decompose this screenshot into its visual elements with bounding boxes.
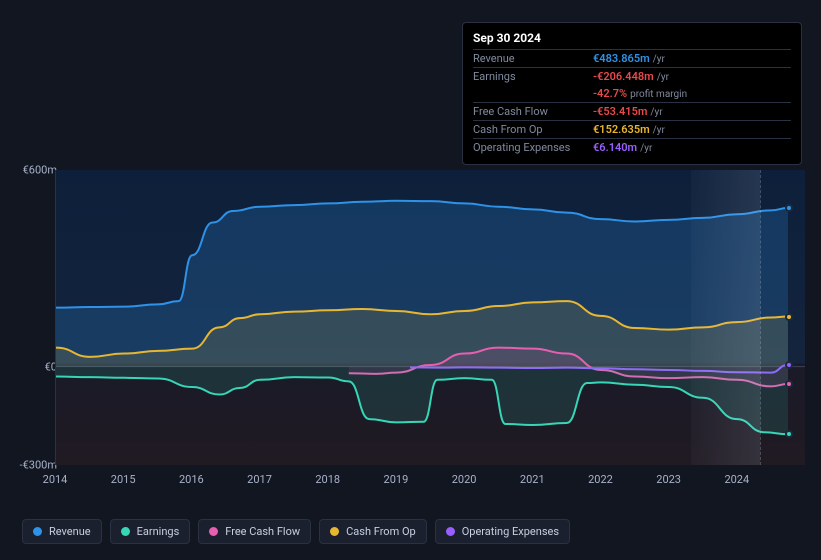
- tooltip-metric-label: Free Cash Flow: [473, 105, 593, 118]
- legend-swatch-icon: [121, 527, 130, 536]
- x-axis-tick: 2018: [315, 473, 340, 486]
- tooltip-metric-unit: /yr: [650, 107, 662, 118]
- series-marker: [785, 380, 793, 388]
- tooltip-date: Sep 30 2024: [473, 31, 791, 45]
- x-axis-tick: 2023: [656, 473, 681, 486]
- chart-tooltip: Sep 30 2024 Revenue€483.865m/yrEarnings-…: [462, 22, 802, 165]
- chart-legend: Revenue Earnings Free Cash Flow Cash From O…: [22, 519, 570, 544]
- x-axis-tick: 2020: [452, 473, 477, 486]
- legend-label: Earnings: [137, 525, 180, 538]
- tooltip-sub-value: -42.7%: [593, 87, 627, 100]
- legend-label: Free Cash Flow: [225, 525, 300, 538]
- tooltip-metric-unit: /yr: [653, 125, 665, 136]
- legend-swatch-icon: [446, 527, 455, 536]
- legend-label: Operating Expenses: [462, 525, 559, 538]
- y-axis-tick: -€300m: [20, 459, 57, 472]
- x-axis-tick: 2022: [588, 473, 613, 486]
- y-axis-tick: €600m: [23, 164, 57, 177]
- tooltip-metric-unit: /yr: [657, 72, 669, 83]
- tooltip-metric-unit: /yr: [640, 143, 652, 154]
- legend-swatch-icon: [33, 527, 42, 536]
- legend-item[interactable]: Operating Expenses: [435, 519, 570, 544]
- tooltip-metric-label: Revenue: [473, 52, 593, 65]
- tooltip-row: Revenue€483.865m/yr: [473, 49, 791, 67]
- series-marker: [785, 430, 793, 438]
- series-marker: [785, 361, 793, 369]
- plot-area[interactable]: [55, 170, 805, 465]
- tooltip-metric-value: €152.635m: [593, 123, 650, 136]
- tooltip-row-sub: -42.7%profit margin: [473, 85, 791, 102]
- legend-swatch-icon: [209, 527, 218, 536]
- tooltip-sub-unit: profit margin: [630, 89, 687, 100]
- x-axis-tick: 2024: [724, 473, 749, 486]
- tooltip-metric-value: €6.140m: [593, 141, 637, 154]
- legend-label: Cash From Op: [346, 525, 416, 538]
- legend-item[interactable]: Earnings: [110, 519, 191, 544]
- x-axis-tick: 2015: [111, 473, 136, 486]
- series-marker: [785, 313, 793, 321]
- tooltip-metric-label: Operating Expenses: [473, 141, 593, 154]
- legend-item[interactable]: Cash From Op: [319, 519, 427, 544]
- legend-item[interactable]: Free Cash Flow: [198, 519, 311, 544]
- x-axis-tick: 2016: [179, 473, 204, 486]
- x-axis-tick: 2021: [520, 473, 545, 486]
- tooltip-row: Operating Expenses€6.140m/yr: [473, 138, 791, 156]
- tooltip-metric-label: Earnings: [473, 70, 593, 83]
- series-marker: [785, 204, 793, 212]
- tooltip-metric-value: -€53.415m: [593, 105, 647, 118]
- x-axis: 2014201520162017201820192020202120222023…: [55, 473, 805, 493]
- tooltip-metric-value: €483.865m: [593, 52, 650, 65]
- legend-swatch-icon: [330, 527, 339, 536]
- tooltip-metric-label: Cash From Op: [473, 123, 593, 136]
- legend-label: Revenue: [49, 525, 91, 538]
- tooltip-row: Earnings-€206.448m/yr: [473, 67, 791, 85]
- x-axis-tick: 2017: [247, 473, 272, 486]
- x-axis-tick: 2019: [384, 473, 409, 486]
- x-axis-tick: 2014: [43, 473, 68, 486]
- tooltip-metric-unit: /yr: [653, 54, 665, 65]
- tooltip-row: Free Cash Flow-€53.415m/yr: [473, 102, 791, 120]
- legend-item[interactable]: Revenue: [22, 519, 102, 544]
- financial-chart[interactable]: €600m€0-€300m 20142015201620172018201920…: [15, 155, 805, 505]
- tooltip-metric-value: -€206.448m: [593, 70, 654, 83]
- tooltip-row: Cash From Op€152.635m/yr: [473, 120, 791, 138]
